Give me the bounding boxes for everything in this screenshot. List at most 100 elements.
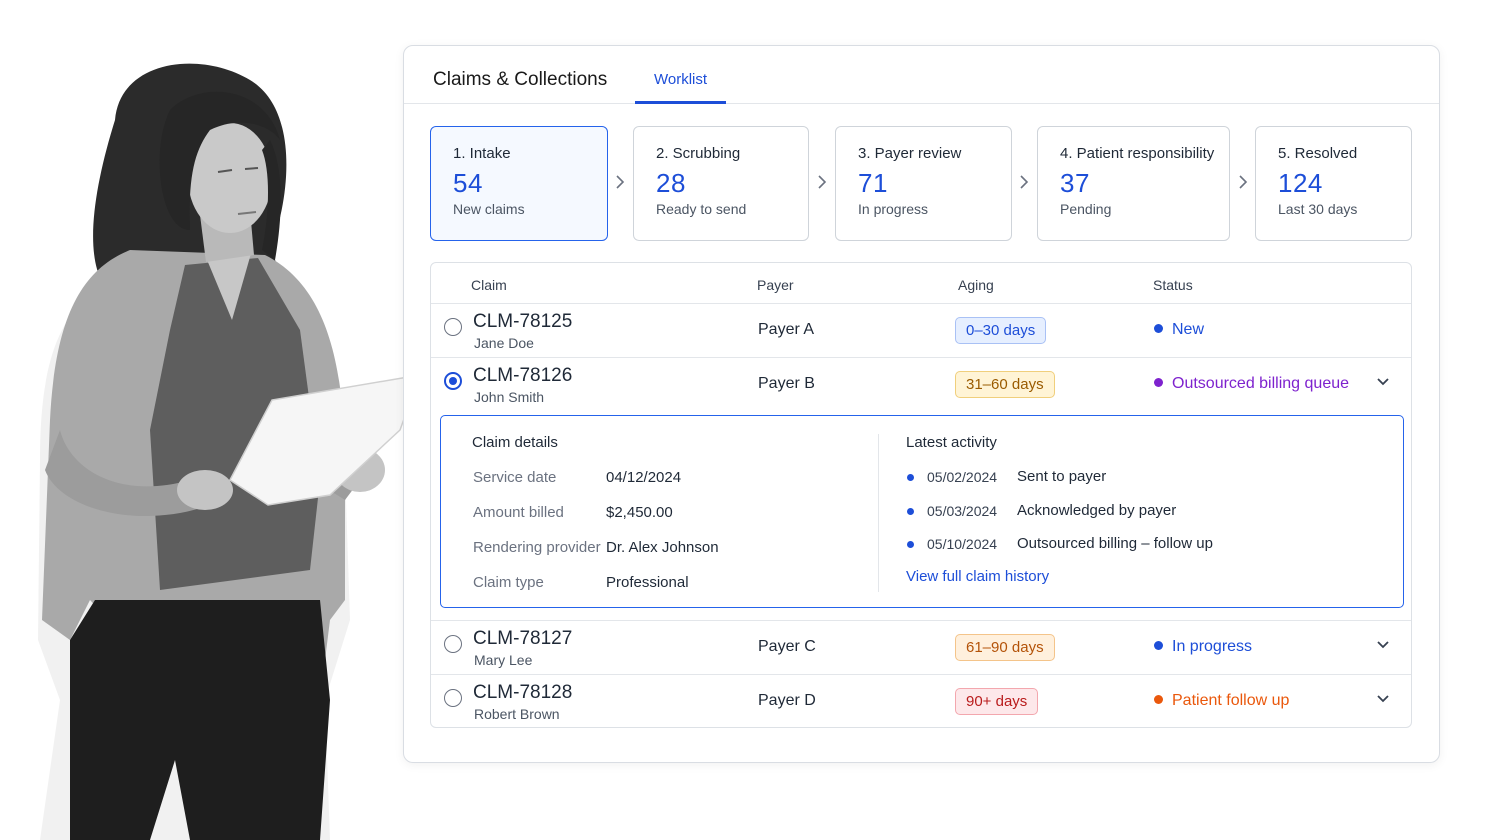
patient-name: Jane Doe (474, 335, 534, 351)
stage-name: 5. Resolved (1278, 145, 1358, 162)
detail-label: Amount billed (473, 504, 564, 521)
patient-name: Robert Brown (474, 706, 560, 722)
payer-name: Payer B (758, 375, 815, 392)
table-row[interactable]: CLM-78126 John Smith Payer B 31–60 days … (431, 358, 1411, 412)
activity-date: 05/10/2024 (927, 536, 998, 552)
payer-name: Payer D (758, 692, 816, 709)
stage-card-patient-responsibility[interactable]: 4. Patient responsibility 37 Pending (1037, 126, 1230, 241)
divider (431, 303, 1411, 304)
chevron-down-icon[interactable] (1375, 691, 1391, 707)
latest-activity-title: Latest activity (906, 434, 997, 451)
table-row[interactable]: CLM-78128 Robert Brown Payer D 90+ days … (431, 675, 1411, 729)
activity-text: Acknowledged by payer (1017, 502, 1177, 519)
stage-card-resolved[interactable]: 5. Resolved 124 Last 30 days (1255, 126, 1412, 241)
table-row[interactable]: CLM-78125 Jane Doe Payer A 0–30 days New (431, 304, 1411, 358)
stage-card-scrubbing[interactable]: 2. Scrubbing 28 Ready to send (633, 126, 809, 241)
column-header-aging: Aging (958, 277, 994, 293)
column-header-status: Status (1153, 277, 1193, 293)
stage-name: 4. Patient responsibility (1060, 145, 1215, 162)
detail-value: 04/12/2024 (606, 469, 682, 486)
stage-count: 28 (656, 168, 686, 198)
stage-count: 37 (1060, 168, 1090, 198)
status-dot-icon (1154, 695, 1163, 704)
claim-id: CLM-78127 (473, 628, 573, 649)
detail-value: Dr. Alex Johnson (606, 539, 719, 556)
activity-text: Outsourced billing – follow up (1017, 535, 1213, 552)
aging-badge: 0–30 days (955, 317, 1047, 344)
chevron-down-icon[interactable] (1375, 637, 1391, 653)
stage-card-intake[interactable]: 1. Intake 54 New claims (430, 126, 608, 241)
detail-label: Rendering provider (473, 539, 601, 556)
bullet-icon (907, 541, 914, 548)
stage-subtitle: Last 30 days (1278, 201, 1358, 217)
status-dot-icon (1154, 641, 1163, 650)
row-select-radio[interactable] (444, 372, 462, 390)
detail-value: $2,450.00 (606, 504, 673, 521)
status-label: In progress (1154, 638, 1252, 656)
stage-subtitle: Pending (1060, 201, 1112, 217)
chevron-right-icon (615, 174, 627, 192)
detail-value: Professional (606, 574, 689, 591)
status-dot-icon (1154, 378, 1163, 387)
row-select-radio[interactable] (444, 318, 462, 336)
status-dot-icon (1154, 324, 1163, 333)
aging-badge: 90+ days (955, 688, 1039, 715)
activity-date: 05/03/2024 (927, 503, 998, 519)
status-text: New (1172, 321, 1205, 338)
stage-card-payer-review[interactable]: 3. Payer review 71 In progress (835, 126, 1012, 241)
patient-name: Mary Lee (474, 652, 533, 668)
row-select-radio[interactable] (444, 635, 462, 653)
activity-date: 05/02/2024 (927, 469, 998, 485)
status-text: Outsourced billing queue (1172, 375, 1350, 392)
panel-header: Claims & Collections Worklist (404, 46, 1439, 104)
tab-worklist[interactable]: Worklist (635, 46, 726, 104)
chevron-down-icon[interactable] (1375, 374, 1391, 390)
divider (431, 357, 1411, 358)
stage-count: 71 (858, 168, 888, 198)
claims-table: Claim Payer Aging Status CLM-78125 Jane … (430, 262, 1412, 728)
stage-name: 3. Payer review (858, 145, 962, 162)
status-label: New (1154, 321, 1204, 339)
stage-subtitle: New claims (453, 201, 525, 217)
stage-count: 124 (1278, 168, 1323, 198)
claim-id: CLM-78125 (473, 311, 573, 332)
panel-title: Claims & Collections (433, 69, 608, 90)
person-illustration (38, 63, 422, 840)
row-select-radio[interactable] (444, 689, 462, 707)
bullet-icon (907, 474, 914, 481)
activity-text: Sent to payer (1017, 468, 1107, 485)
status-text: Patient follow up (1172, 692, 1290, 709)
divider (878, 434, 879, 592)
stage-subtitle: Ready to send (656, 201, 747, 217)
payer-name: Payer C (758, 638, 816, 655)
claim-details-panel: Claim details Service date 04/12/2024 Am… (440, 415, 1404, 608)
patient-name: John Smith (474, 389, 545, 405)
status-text: In progress (1172, 638, 1253, 655)
column-header-payer: Payer (757, 277, 794, 293)
divider (431, 620, 1411, 621)
stage-subtitle: In progress (858, 201, 929, 217)
view-claim-history-link[interactable]: View full claim history (906, 568, 1050, 585)
stage-count: 54 (453, 168, 483, 198)
status-label: Patient follow up (1154, 692, 1289, 710)
chevron-right-icon (1238, 174, 1250, 192)
table-row[interactable]: CLM-78127 Mary Lee Payer C 61–90 days In… (431, 621, 1411, 675)
payer-name: Payer A (758, 321, 815, 338)
aging-badge: 31–60 days (955, 371, 1055, 398)
claim-details-title: Claim details (472, 434, 558, 451)
bullet-icon (907, 508, 914, 515)
detail-label: Claim type (473, 574, 544, 591)
claim-id: CLM-78128 (473, 682, 573, 703)
stage-name: 2. Scrubbing (656, 145, 741, 162)
divider (431, 674, 1411, 675)
column-header-claim: Claim (471, 277, 507, 293)
chevron-right-icon (1019, 174, 1031, 192)
stage-name: 1. Intake (453, 145, 511, 162)
claims-panel: Claims & Collections Worklist 1. Intake … (403, 45, 1440, 763)
detail-label: Service date (473, 469, 557, 486)
chevron-right-icon (817, 174, 829, 192)
claim-id: CLM-78126 (473, 365, 573, 386)
aging-badge: 61–90 days (955, 634, 1055, 661)
status-label: Outsourced billing queue (1154, 375, 1349, 393)
